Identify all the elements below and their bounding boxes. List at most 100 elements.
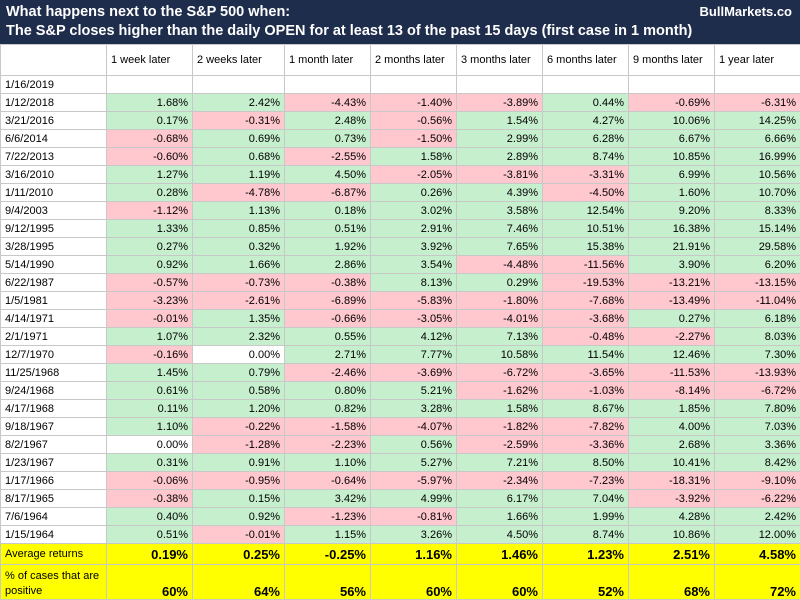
return-cell: 0.82%: [285, 400, 371, 418]
return-cell: -5.83%: [371, 292, 457, 310]
row-date: 9/4/2003: [1, 202, 107, 220]
row-date: 1/16/2019: [1, 76, 107, 94]
return-cell: [629, 76, 715, 94]
return-cell: 4.12%: [371, 328, 457, 346]
return-cell: 7.13%: [457, 328, 543, 346]
return-cell: 0.92%: [193, 508, 285, 526]
return-cell: -3.05%: [371, 310, 457, 328]
column-header: 1 week later: [107, 45, 193, 76]
return-cell: 4.50%: [285, 166, 371, 184]
return-cell: 3.90%: [629, 256, 715, 274]
return-cell: 1.85%: [629, 400, 715, 418]
return-cell: 1.66%: [193, 256, 285, 274]
return-cell: 10.70%: [715, 184, 800, 202]
return-cell: -3.69%: [371, 364, 457, 382]
return-cell: 11.54%: [543, 346, 629, 364]
summary-cell: -0.25%: [285, 544, 371, 565]
brand-label: BullMarkets.co: [700, 4, 792, 19]
return-cell: -0.22%: [193, 418, 285, 436]
column-header: 9 months later: [629, 45, 715, 76]
row-date: 3/28/1995: [1, 238, 107, 256]
return-cell: 2.86%: [285, 256, 371, 274]
return-cell: 0.58%: [193, 382, 285, 400]
return-cell: 15.38%: [543, 238, 629, 256]
return-cell: -13.15%: [715, 274, 800, 292]
return-cell: 7.04%: [543, 490, 629, 508]
chart-title-line2: The S&P closes higher than the daily OPE…: [6, 22, 794, 41]
return-cell: [457, 76, 543, 94]
summary-cell: 1.16%: [371, 544, 457, 565]
return-cell: 1.58%: [457, 400, 543, 418]
column-header: 2 weeks later: [193, 45, 285, 76]
return-cell: -2.46%: [285, 364, 371, 382]
return-cell: 6.20%: [715, 256, 800, 274]
return-cell: -4.07%: [371, 418, 457, 436]
return-cell: -0.81%: [371, 508, 457, 526]
return-cell: 0.55%: [285, 328, 371, 346]
row-date: 6/22/1987: [1, 274, 107, 292]
return-cell: 1.58%: [371, 148, 457, 166]
return-cell: -8.14%: [629, 382, 715, 400]
return-cell: 7.80%: [715, 400, 800, 418]
return-cell: -7.68%: [543, 292, 629, 310]
return-cell: -2.05%: [371, 166, 457, 184]
return-cell: 5.27%: [371, 454, 457, 472]
return-cell: 8.33%: [715, 202, 800, 220]
return-cell: 0.15%: [193, 490, 285, 508]
return-cell: -13.21%: [629, 274, 715, 292]
return-cell: 1.45%: [107, 364, 193, 382]
row-date: 1/17/1966: [1, 472, 107, 490]
return-cell: 1.15%: [285, 526, 371, 544]
return-cell: -4.43%: [285, 94, 371, 112]
return-cell: 15.14%: [715, 220, 800, 238]
return-cell: -4.48%: [457, 256, 543, 274]
return-cell: -0.69%: [629, 94, 715, 112]
row-date: 1/23/1967: [1, 454, 107, 472]
table-row: 4/14/1971-0.01%1.35%-0.66%-3.05%-4.01%-3…: [1, 310, 800, 328]
return-cell: 0.51%: [285, 220, 371, 238]
return-cell: -0.73%: [193, 274, 285, 292]
row-date: 1/5/1981: [1, 292, 107, 310]
return-cell: 0.51%: [107, 526, 193, 544]
return-cell: -6.89%: [285, 292, 371, 310]
return-cell: -5.97%: [371, 472, 457, 490]
column-header: 2 months later: [371, 45, 457, 76]
return-cell: -2.59%: [457, 436, 543, 454]
return-cell: 0.73%: [285, 130, 371, 148]
return-cell: 6.17%: [457, 490, 543, 508]
return-cell: 2.42%: [715, 508, 800, 526]
row-date: 1/12/2018: [1, 94, 107, 112]
return-cell: 1.92%: [285, 238, 371, 256]
return-cell: 0.32%: [193, 238, 285, 256]
return-cell: -19.53%: [543, 274, 629, 292]
return-cell: 1.10%: [285, 454, 371, 472]
return-cell: 0.68%: [193, 148, 285, 166]
column-header: 1 year later: [715, 45, 800, 76]
return-cell: 1.19%: [193, 166, 285, 184]
row-date: 9/24/1968: [1, 382, 107, 400]
table-row: 1/17/1966-0.06%-0.95%-0.64%-5.97%-2.34%-…: [1, 472, 800, 490]
return-cell: 4.50%: [457, 526, 543, 544]
return-cell: -2.61%: [193, 292, 285, 310]
summary-cell: 60%: [107, 565, 193, 600]
return-cell: 8.03%: [715, 328, 800, 346]
return-cell: 0.91%: [193, 454, 285, 472]
return-cell: -0.48%: [543, 328, 629, 346]
return-cell: 2.42%: [193, 94, 285, 112]
return-cell: -0.01%: [193, 526, 285, 544]
row-date: 2/1/1971: [1, 328, 107, 346]
chart-title-line1: What happens next to the S&P 500 when:: [6, 3, 794, 22]
return-cell: -4.50%: [543, 184, 629, 202]
return-cell: 8.42%: [715, 454, 800, 472]
return-cell: -3.31%: [543, 166, 629, 184]
summary-cell: 72%: [715, 565, 800, 600]
return-cell: -1.58%: [285, 418, 371, 436]
return-cell: 7.77%: [371, 346, 457, 364]
